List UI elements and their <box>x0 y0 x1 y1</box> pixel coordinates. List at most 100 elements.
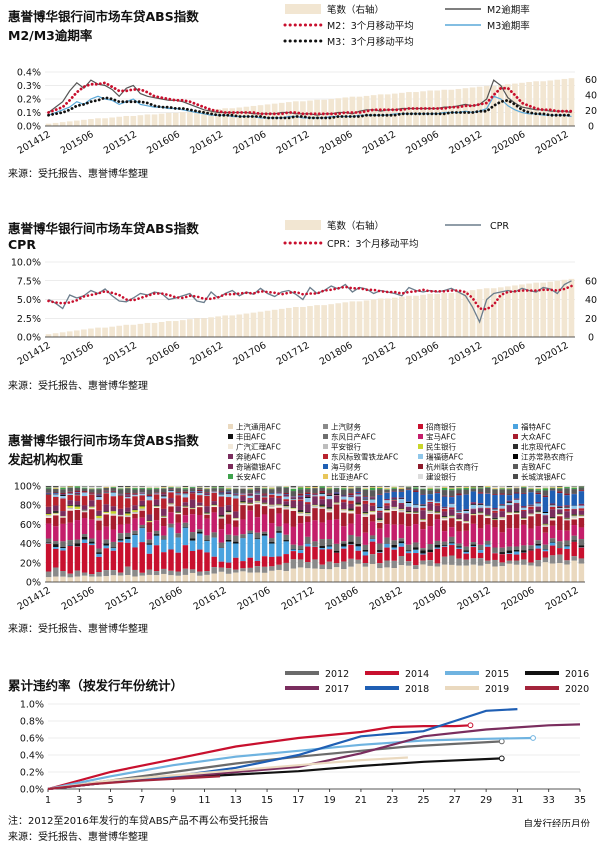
stack-segment <box>398 538 405 542</box>
stack-segment <box>398 487 405 489</box>
stack-segment <box>413 569 419 582</box>
stack-segment <box>441 515 448 518</box>
stack-segment <box>549 541 556 543</box>
stack-segment <box>161 539 167 553</box>
stack-segment <box>110 541 117 548</box>
stack-segment <box>261 504 268 505</box>
stack-segment <box>542 549 549 552</box>
stack-segment <box>456 486 462 488</box>
stack-segment <box>571 519 577 526</box>
stack-segment <box>81 510 88 512</box>
stack-segment <box>225 494 232 498</box>
stack-segment <box>96 519 102 521</box>
stack-segment <box>197 495 203 503</box>
stack-segment <box>485 487 491 488</box>
stack-segment <box>578 518 585 528</box>
stack-segment <box>283 499 289 502</box>
stack-segment <box>470 486 477 488</box>
stack-segment <box>434 563 441 567</box>
stack-segment <box>557 509 563 514</box>
stack-segment <box>456 546 462 548</box>
stack-segment <box>341 510 347 513</box>
x-tick-label: 202012 <box>534 340 571 368</box>
stack-segment <box>146 497 153 501</box>
stack-segment <box>132 535 138 548</box>
stack-segment <box>67 573 73 578</box>
stack-segment <box>319 545 325 549</box>
stack-segment <box>125 523 131 533</box>
stack-segment <box>117 533 124 540</box>
stack-segment <box>182 491 189 494</box>
count-bar <box>45 334 52 337</box>
stack-segment <box>506 486 513 488</box>
stack-segment <box>247 487 253 489</box>
stack-segment <box>434 488 441 490</box>
stack-segment <box>290 568 297 582</box>
stack-segment <box>297 495 304 497</box>
legend-label: 平安银行 <box>331 442 361 452</box>
stack-segment <box>305 515 311 517</box>
stack-segment <box>326 546 333 550</box>
count-bar <box>512 285 518 337</box>
legend-swatch <box>513 434 518 439</box>
stack-segment <box>326 489 333 494</box>
count-bar <box>66 121 73 126</box>
stack-segment <box>269 508 275 524</box>
stack-segment <box>557 487 563 488</box>
stack-segment <box>319 504 325 507</box>
stack-segment <box>96 515 102 519</box>
stack-segment <box>146 500 153 515</box>
stack-segment <box>413 490 419 492</box>
stack-segment <box>225 534 232 540</box>
stack-segment <box>420 564 426 582</box>
stack-segment <box>125 517 131 524</box>
stack-segment <box>413 513 419 525</box>
stack-segment <box>377 521 383 523</box>
stack-segment <box>456 518 462 520</box>
chart4-title: 累计违约率（按发行年份统计） <box>8 678 184 693</box>
stack-segment <box>463 551 469 554</box>
stack-segment <box>168 527 174 550</box>
chart1-title: 惠誉博华银行间市场车贷ABS指数 M2/M3逾期率 <box>8 6 199 44</box>
x-tick-label: 201506 <box>60 585 97 613</box>
stack-segment <box>161 515 167 517</box>
stack-segment <box>96 486 102 487</box>
stack-segment <box>456 547 462 549</box>
count-bar <box>172 321 179 337</box>
stack-segment <box>312 546 318 560</box>
stack-segment <box>470 515 477 524</box>
stack-segment <box>449 518 455 528</box>
stack-segment <box>355 506 361 515</box>
stack-segment <box>312 494 318 496</box>
stack-segment <box>211 532 217 538</box>
stack-segment <box>542 562 549 582</box>
stack-segment <box>125 539 131 543</box>
stack-segment <box>333 495 340 503</box>
stack-segment <box>405 487 412 490</box>
stack-segment <box>362 511 369 514</box>
stack-segment <box>341 569 347 582</box>
stack-segment <box>362 487 369 489</box>
stack-segment <box>240 519 246 535</box>
stack-segment <box>276 491 282 493</box>
count-bar <box>476 289 483 337</box>
count-bar <box>547 281 554 337</box>
stack-segment <box>362 532 369 545</box>
stack-segment <box>571 508 577 510</box>
count-bar <box>300 307 306 337</box>
y-tick-label: 0.4% <box>17 68 41 79</box>
stack-segment <box>211 486 217 487</box>
stack-segment <box>305 543 311 547</box>
stack-segment <box>204 552 210 572</box>
x-tick-label: 201912 <box>447 340 484 368</box>
stack-segment <box>377 512 383 519</box>
stack-segment <box>74 520 81 540</box>
stack-segment <box>110 496 117 507</box>
stack-segment <box>355 504 361 506</box>
stack-segment <box>571 509 577 515</box>
stack-segment <box>182 488 189 490</box>
stack-segment <box>175 487 181 489</box>
stack-segment <box>477 558 484 566</box>
series-end-marker <box>467 722 474 729</box>
stack-segment <box>74 492 81 493</box>
